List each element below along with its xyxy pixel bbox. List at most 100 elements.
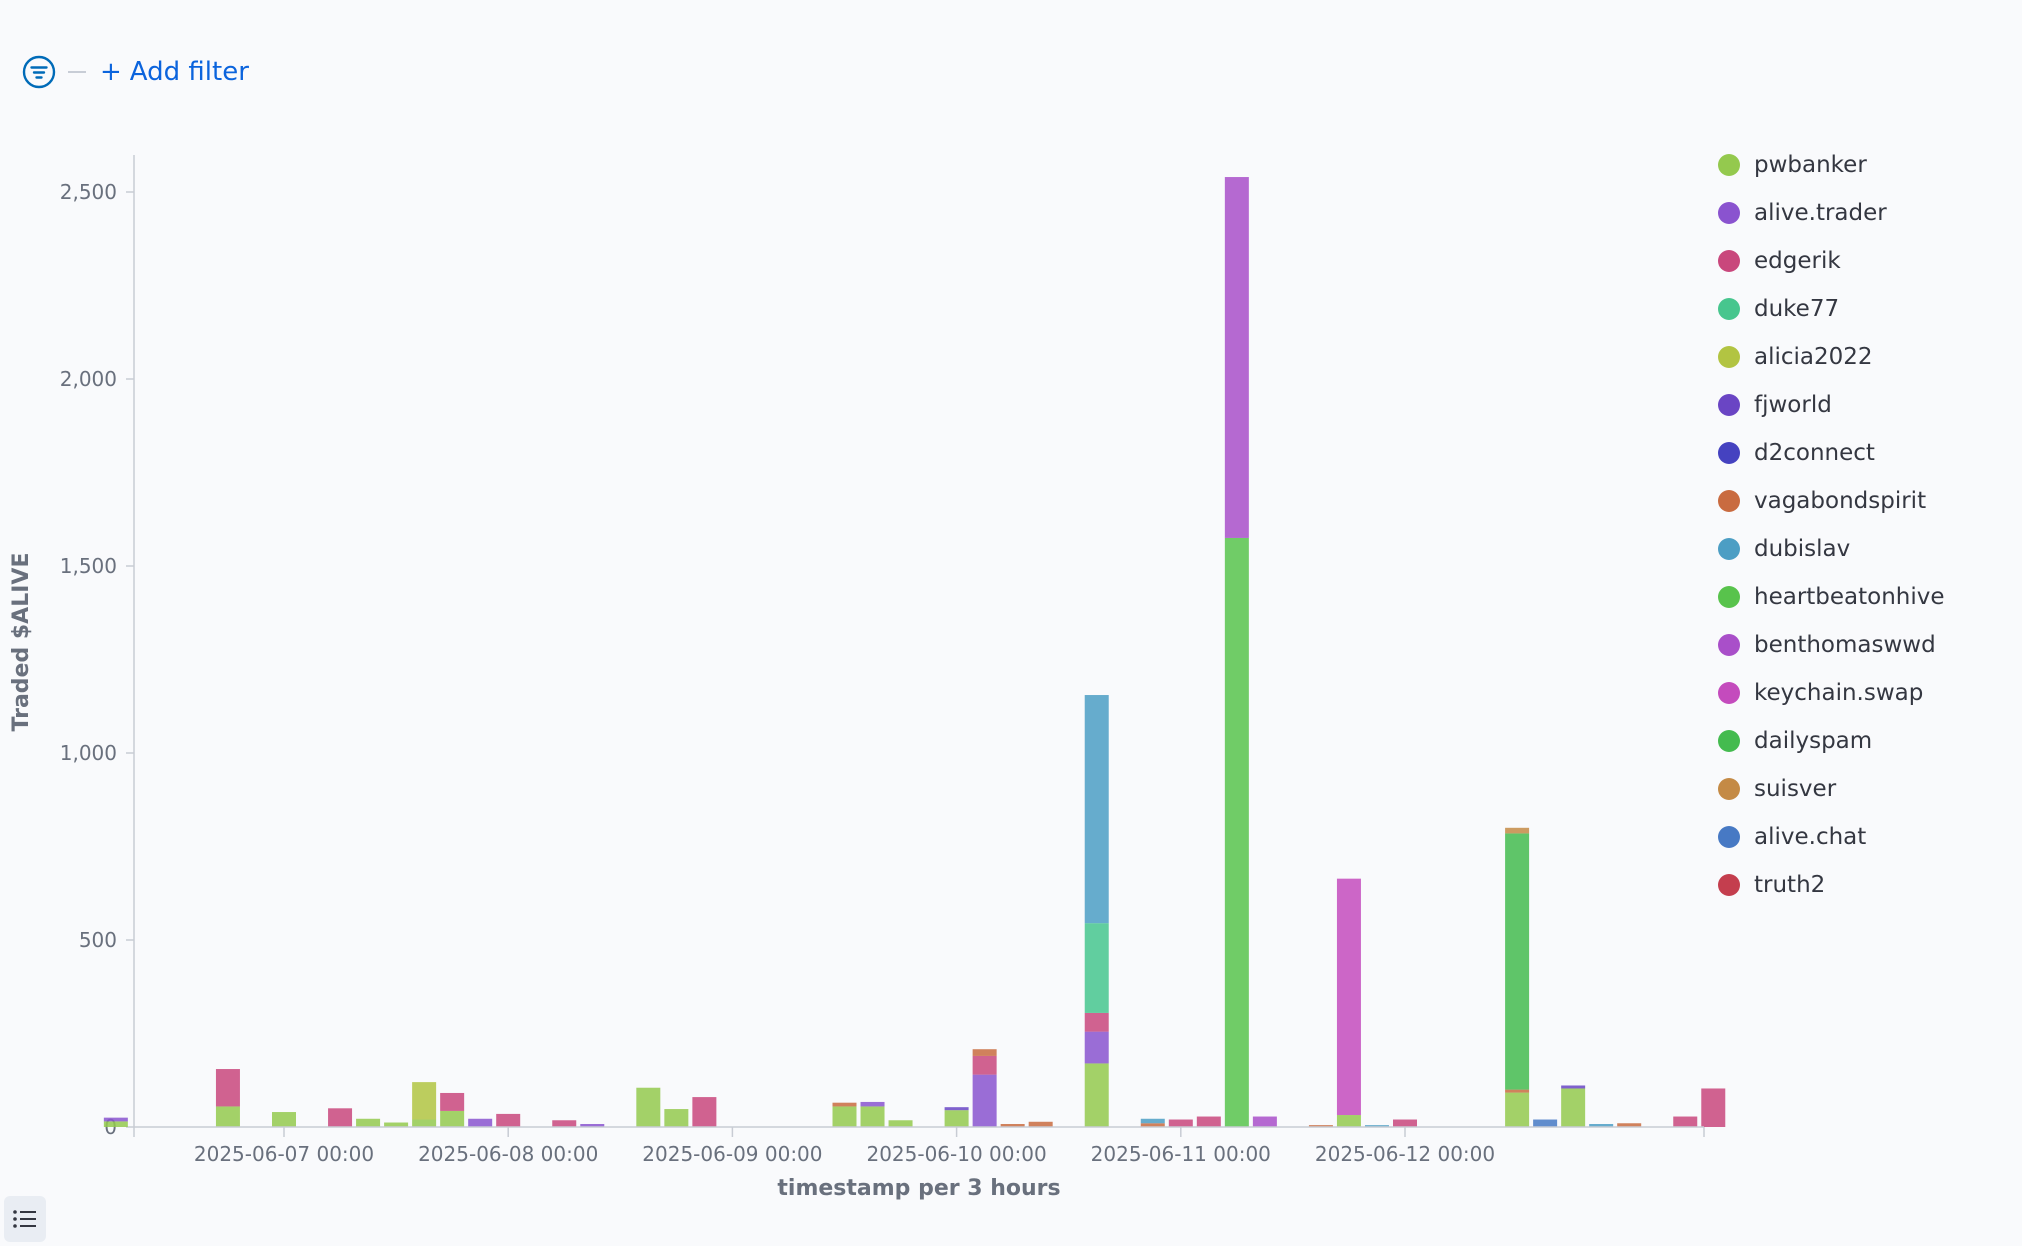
bar-segment-fjworld[interactable] <box>1561 1085 1586 1089</box>
bar-segment-pwbanker[interactable] <box>412 1119 437 1127</box>
x-tick-label: 2025-06-08 00:00 <box>418 1142 598 1166</box>
legend-label: vagabondspirit <box>1754 488 1927 514</box>
bar-segment-pwbanker[interactable] <box>272 1112 296 1127</box>
bar-segment-pwbanker[interactable] <box>384 1122 409 1127</box>
legend-item-duke77[interactable]: duke77 <box>1718 285 1945 333</box>
legend-item-suisver[interactable]: suisver <box>1718 765 1945 813</box>
bar-segment-edgerik[interactable] <box>496 1113 521 1127</box>
bar-segment-edgerik[interactable] <box>1196 1116 1221 1127</box>
bar-segment-vagabondspirit[interactable] <box>1617 1123 1642 1127</box>
bar-segment-pwbanker[interactable] <box>888 1120 913 1127</box>
legend-label: dailyspam <box>1754 728 1873 754</box>
bars <box>103 177 1726 1127</box>
bar-segment-alive-trader[interactable] <box>860 1101 885 1107</box>
filter-icon[interactable] <box>22 55 56 89</box>
legend-color-dot <box>1718 586 1740 608</box>
bar-segment-alicia2022[interactable] <box>412 1082 437 1120</box>
bar-segment-edgerik[interactable] <box>1701 1088 1726 1127</box>
legend-color-dot <box>1718 490 1740 512</box>
bar-segment-vagabondspirit[interactable] <box>1028 1121 1053 1127</box>
bar-segment-pwbanker[interactable] <box>103 1121 128 1127</box>
bar-segment-vagabondspirit[interactable] <box>1308 1125 1333 1127</box>
legend-item-truth2[interactable]: truth2 <box>1718 861 1945 909</box>
bar-segment-dubislav[interactable] <box>1589 1124 1614 1127</box>
bar-segment-alive-trader[interactable] <box>468 1118 493 1127</box>
legend-item-dailyspam[interactable]: dailyspam <box>1718 717 1945 765</box>
x-tick-label: 2025-06-09 00:00 <box>642 1142 822 1166</box>
bar-segment-dailyspam[interactable] <box>1505 833 1530 1090</box>
plus-icon: + <box>100 57 122 87</box>
bar-segment-edgerik[interactable] <box>552 1120 577 1127</box>
legend-item-fjworld[interactable]: fjworld <box>1718 381 1945 429</box>
bar-segment-dubislav[interactable] <box>1084 695 1109 924</box>
legend-item-keychain-swap[interactable]: keychain.swap <box>1718 669 1945 717</box>
bar-segment-edgerik[interactable] <box>1673 1116 1698 1127</box>
bar-segment-keychain-swap[interactable] <box>1336 878 1361 1116</box>
bar-segment-vagabondspirit[interactable] <box>1000 1124 1025 1127</box>
bar-segment-pwbanker[interactable] <box>1336 1115 1361 1127</box>
legend-item-vagabondspirit[interactable]: vagabondspirit <box>1718 477 1945 525</box>
legend-color-dot <box>1718 826 1740 848</box>
legend-toggle-button[interactable] <box>4 1196 46 1242</box>
x-tick-label: 2025-06-12 00:00 <box>1315 1142 1495 1166</box>
bar-segment-alive-trader[interactable] <box>972 1074 997 1127</box>
legend-item-alive-trader[interactable]: alive.trader <box>1718 189 1945 237</box>
bar-segment-alive-trader[interactable] <box>580 1124 605 1127</box>
bar-segment-pwbanker[interactable] <box>944 1110 969 1127</box>
legend-label: d2connect <box>1754 440 1875 466</box>
add-filter-button[interactable]: + Add filter <box>100 57 249 87</box>
bar-segment-vagabondspirit[interactable] <box>1505 1089 1530 1093</box>
bar-segment-pwbanker[interactable] <box>1505 1092 1530 1127</box>
legend-label: alicia2022 <box>1754 344 1873 370</box>
bar-segment-pwbanker[interactable] <box>215 1106 240 1127</box>
bar-segment-dubislav[interactable] <box>1140 1118 1165 1124</box>
x-tick-label: 2025-06-10 00:00 <box>866 1142 1046 1166</box>
bar-segment-pwbanker[interactable] <box>636 1087 661 1127</box>
y-tick-label: 2,500 <box>60 180 117 204</box>
bar-segment-vagabondspirit[interactable] <box>972 1049 997 1056</box>
bar-segment-vagabondspirit[interactable] <box>832 1102 857 1107</box>
filter-bar: + Add filter <box>22 52 249 92</box>
legend-item-alive-chat[interactable]: alive.chat <box>1718 813 1945 861</box>
bar-segment-pwbanker[interactable] <box>440 1110 465 1127</box>
bar-segment-edgerik[interactable] <box>328 1108 353 1127</box>
legend-item-benthomaswwd[interactable]: benthomaswwd <box>1718 621 1945 669</box>
bar-segment-benthomaswwd[interactable] <box>1224 177 1249 538</box>
bar-segment-fjworld[interactable] <box>944 1107 969 1111</box>
bar-segment-pwbanker[interactable] <box>860 1106 885 1127</box>
bar-segment-edgerik[interactable] <box>1084 1012 1109 1032</box>
legend-label: dubislav <box>1754 536 1851 562</box>
bar-segment-pwbanker[interactable] <box>1084 1063 1109 1127</box>
bar-segment-pwbanker[interactable] <box>664 1109 689 1127</box>
legend-color-dot <box>1718 250 1740 272</box>
bar-segment-vagabondspirit[interactable] <box>1140 1123 1165 1127</box>
legend-label: pwbanker <box>1754 152 1867 178</box>
bar-segment-pwbanker[interactable] <box>356 1118 381 1127</box>
bar-segment-dubislav[interactable] <box>1364 1125 1389 1127</box>
bar-segment-pwbanker[interactable] <box>832 1106 857 1127</box>
bar-segment-pwbanker[interactable] <box>1561 1088 1586 1127</box>
bar-segment-suisver[interactable] <box>1505 827 1530 834</box>
legend-item-heartbeatonhive[interactable]: heartbeatonhive <box>1718 573 1945 621</box>
legend-item-d2connect[interactable]: d2connect <box>1718 429 1945 477</box>
legend-label: alive.chat <box>1754 824 1867 850</box>
bar-segment-edgerik[interactable] <box>972 1055 997 1075</box>
bar-segment-duke77[interactable] <box>1084 923 1109 1013</box>
bar-segment-alive-trader[interactable] <box>1084 1031 1109 1064</box>
bar-segment-benthomaswwd[interactable] <box>1252 1116 1277 1127</box>
bar-segment-edgerik[interactable] <box>440 1092 465 1111</box>
bar-segment-edgerik[interactable] <box>215 1069 240 1107</box>
legend-item-dubislav[interactable]: dubislav <box>1718 525 1945 573</box>
legend-item-alicia2022[interactable]: alicia2022 <box>1718 333 1945 381</box>
legend-color-dot <box>1718 154 1740 176</box>
legend-label: truth2 <box>1754 872 1826 898</box>
legend-item-edgerik[interactable]: edgerik <box>1718 237 1945 285</box>
bar-segment-alive-trader[interactable] <box>103 1117 128 1122</box>
bar-segment-edgerik[interactable] <box>1393 1119 1417 1127</box>
bar-segment-alive-chat[interactable] <box>1533 1119 1558 1127</box>
bar-segment-edgerik[interactable] <box>1168 1119 1193 1127</box>
bar-segment-heartbeatonhive[interactable] <box>1224 537 1249 1127</box>
bar-segment-edgerik[interactable] <box>692 1097 717 1127</box>
legend-item-pwbanker[interactable]: pwbanker <box>1718 141 1945 189</box>
